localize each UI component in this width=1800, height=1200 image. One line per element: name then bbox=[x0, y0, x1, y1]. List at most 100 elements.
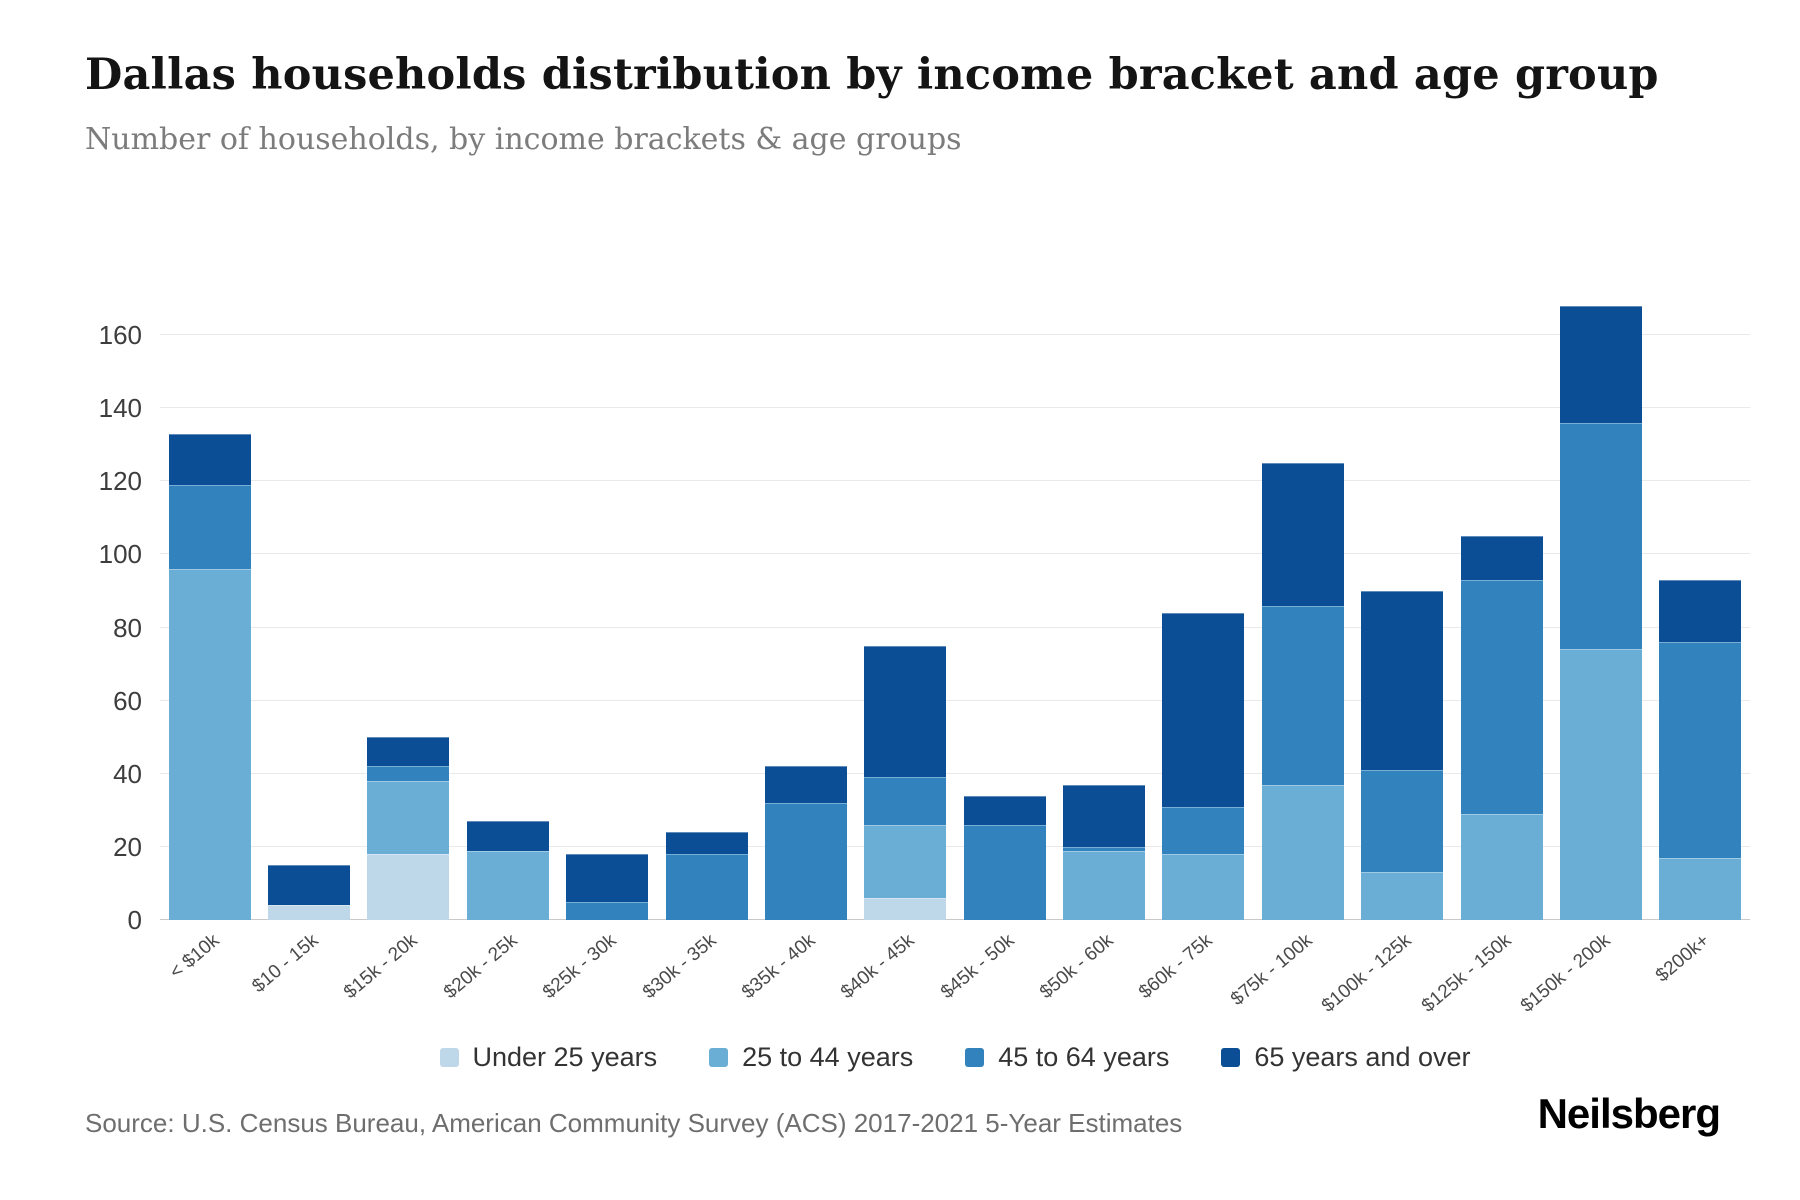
bar-stack[interactable] bbox=[168, 433, 251, 920]
bar-segment[interactable] bbox=[963, 824, 1046, 920]
brand-logo: Neilsberg bbox=[1537, 1090, 1721, 1137]
bar-segment[interactable] bbox=[1559, 422, 1642, 650]
bar-segment[interactable] bbox=[1460, 579, 1543, 814]
bar-stack[interactable] bbox=[1460, 536, 1543, 920]
bar-stack[interactable] bbox=[1559, 305, 1642, 920]
legend-swatch bbox=[709, 1047, 729, 1067]
source-note: Source: U.S. Census Bureau, American Com… bbox=[85, 1108, 1183, 1138]
bar-segment[interactable] bbox=[1261, 605, 1344, 785]
bar-segment[interactable] bbox=[963, 795, 1046, 825]
bar-slot: $50k - 60k bbox=[1036, 270, 1153, 1003]
x-tick-label: $35k - 40k bbox=[737, 930, 820, 1004]
bar-segment[interactable] bbox=[764, 803, 847, 920]
bar-stack[interactable] bbox=[864, 645, 947, 920]
bar-stack[interactable] bbox=[466, 821, 549, 920]
bar-segment[interactable] bbox=[1559, 649, 1642, 920]
bar-segment[interactable] bbox=[367, 737, 450, 767]
bar-segment[interactable] bbox=[1361, 872, 1444, 920]
bar-segment[interactable] bbox=[1460, 813, 1543, 920]
legend-label: 45 to 64 years bbox=[998, 1041, 1170, 1072]
bar-segment[interactable] bbox=[466, 821, 549, 851]
gridline bbox=[160, 626, 1750, 628]
bar-slot: $45k - 50k bbox=[937, 270, 1054, 1003]
bar-stack[interactable] bbox=[566, 854, 649, 920]
legend-item: 25 to 44 years bbox=[709, 1042, 913, 1073]
bar-segment[interactable] bbox=[665, 832, 748, 855]
y-tick-label: 0 bbox=[127, 905, 142, 935]
bar-slot: $30k - 35k bbox=[639, 270, 756, 1003]
bar-segment[interactable] bbox=[268, 905, 351, 920]
bar-slot: $100k - 125k bbox=[1318, 270, 1452, 1017]
x-tick-label: $50k - 60k bbox=[1036, 930, 1118, 1004]
legend-swatch bbox=[965, 1047, 985, 1067]
legend-item: 45 to 64 years bbox=[965, 1042, 1169, 1073]
x-tick-label: $60k - 75k bbox=[1135, 930, 1217, 1004]
bar-segment[interactable] bbox=[1659, 857, 1742, 920]
bar-segment[interactable] bbox=[864, 645, 947, 778]
bar-segment[interactable] bbox=[1659, 579, 1742, 643]
bar-segment[interactable] bbox=[864, 824, 947, 899]
y-tick-label: 20 bbox=[113, 831, 142, 862]
bar-segment[interactable] bbox=[1063, 784, 1146, 847]
bars-container: < $10k $10 - 15k $15k - 20k $20k - 25k $25k … bbox=[160, 270, 1750, 1017]
bar-segment[interactable] bbox=[764, 766, 847, 803]
bar-segment[interactable] bbox=[1261, 462, 1344, 606]
legend-swatch bbox=[1221, 1047, 1241, 1067]
bar-stack[interactable] bbox=[1063, 784, 1146, 920]
legend-item: Under 25 years bbox=[439, 1041, 658, 1073]
bar-slot: $10 - 15k bbox=[248, 270, 358, 997]
bar-stack[interactable] bbox=[764, 766, 847, 920]
bar-stack[interactable] bbox=[367, 737, 450, 920]
bar-segment[interactable] bbox=[367, 854, 450, 920]
bar-stack[interactable] bbox=[1659, 579, 1742, 920]
bar-segment[interactable] bbox=[367, 781, 450, 855]
bar-slot: $40k - 45k bbox=[837, 270, 955, 1003]
gridline bbox=[160, 553, 1750, 555]
bar-stack[interactable] bbox=[1361, 590, 1444, 920]
bar-segment[interactable] bbox=[864, 777, 947, 825]
bar-segment[interactable] bbox=[1063, 846, 1146, 851]
bar-segment[interactable] bbox=[1460, 536, 1543, 580]
bar-stack[interactable] bbox=[665, 832, 748, 920]
legend-label: Under 25 years bbox=[472, 1041, 658, 1072]
x-tick-label: $75k - 100k bbox=[1226, 930, 1317, 1010]
bar-segment[interactable] bbox=[168, 433, 251, 485]
y-tick-label: 100 bbox=[98, 539, 142, 570]
bar-stack[interactable] bbox=[1162, 612, 1245, 920]
bar-slot: $200k+ bbox=[1651, 270, 1750, 987]
legend-swatch bbox=[439, 1047, 459, 1067]
bar-slot: $150k - 200k bbox=[1517, 270, 1650, 1017]
gridline bbox=[160, 699, 1750, 701]
bar-slot: $25k - 30k bbox=[539, 270, 657, 1003]
bar-segment[interactable] bbox=[168, 569, 251, 920]
bar-segment[interactable] bbox=[566, 901, 649, 920]
bar-segment[interactable] bbox=[1261, 784, 1344, 920]
bar-stack[interactable] bbox=[1261, 462, 1344, 920]
bar-segment[interactable] bbox=[1361, 590, 1444, 771]
bar-segment[interactable] bbox=[168, 484, 251, 569]
bar-segment[interactable] bbox=[1063, 850, 1146, 920]
bar-stack[interactable] bbox=[963, 795, 1046, 920]
x-tick-label: $40k - 45k bbox=[837, 930, 919, 1004]
bar-segment[interactable] bbox=[566, 854, 649, 902]
bar-segment[interactable] bbox=[665, 854, 748, 920]
bar-slot: $20k - 25k bbox=[440, 270, 557, 1003]
y-tick-label: 160 bbox=[98, 320, 142, 350]
bar-segment[interactable] bbox=[1162, 854, 1245, 920]
bar-segment[interactable] bbox=[1162, 612, 1245, 807]
legend-label: 25 to 44 years bbox=[742, 1041, 914, 1072]
bar-segment[interactable] bbox=[1559, 305, 1642, 423]
legend-label: 65 years and over bbox=[1254, 1041, 1471, 1072]
gridline bbox=[160, 772, 1750, 774]
bar-segment[interactable] bbox=[1659, 642, 1742, 858]
bar-segment[interactable] bbox=[1361, 770, 1444, 873]
bar-segment[interactable] bbox=[1162, 806, 1245, 855]
chart-subtitle: Number of households, by income brackets… bbox=[85, 122, 962, 157]
bar-segment[interactable] bbox=[466, 850, 549, 920]
bar-segment[interactable] bbox=[367, 766, 450, 782]
x-tick-label: $20k - 25k bbox=[439, 930, 522, 1004]
bar-stack[interactable] bbox=[268, 865, 351, 920]
bar-segment[interactable] bbox=[864, 898, 947, 920]
y-tick-label: 80 bbox=[113, 612, 142, 643]
bar-segment[interactable] bbox=[268, 865, 351, 906]
